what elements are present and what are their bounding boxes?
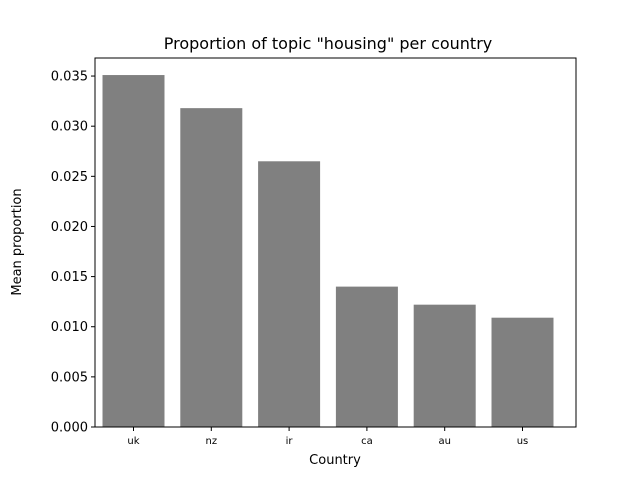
bar-us [491, 317, 554, 427]
plot-frame [94, 57, 577, 428]
bar-ca [335, 286, 398, 427]
chart-title: Proportion of topic "housing" per countr… [164, 34, 493, 53]
x-tick-label-us: us [517, 436, 529, 447]
y-tick-label-4: 0.020 [51, 220, 88, 235]
x-tick-label-au: au [438, 436, 450, 447]
bar-ir [258, 161, 321, 427]
x-axis-label: Country [309, 453, 361, 468]
y-axis: 0.000 0.005 0.010 0.015 0.020 0.025 0.030 0.035 [51, 70, 95, 436]
x-tick-label-ca: ca [361, 436, 373, 447]
y-tick-label-3: 0.015 [51, 270, 88, 285]
bar-nz [180, 108, 243, 427]
bar-au [413, 304, 476, 427]
y-tick-label-0: 0.000 [51, 421, 88, 436]
x-tick-label-nz: nz [206, 436, 218, 447]
x-tick-label-uk: uk [127, 436, 139, 447]
x-tick-label-ir: ir [286, 436, 294, 447]
y-axis-label: Mean proportion [10, 188, 25, 295]
bar-uk [102, 75, 165, 428]
y-tick-label-2: 0.010 [51, 320, 88, 335]
y-tick-label-7: 0.035 [51, 70, 88, 85]
x-axis: uk nz ir ca au us [127, 427, 528, 447]
y-tick-label-5: 0.025 [51, 170, 88, 185]
y-tick-label-6: 0.030 [51, 120, 88, 135]
y-tick-label-1: 0.005 [51, 370, 88, 385]
bars-group [102, 75, 554, 428]
